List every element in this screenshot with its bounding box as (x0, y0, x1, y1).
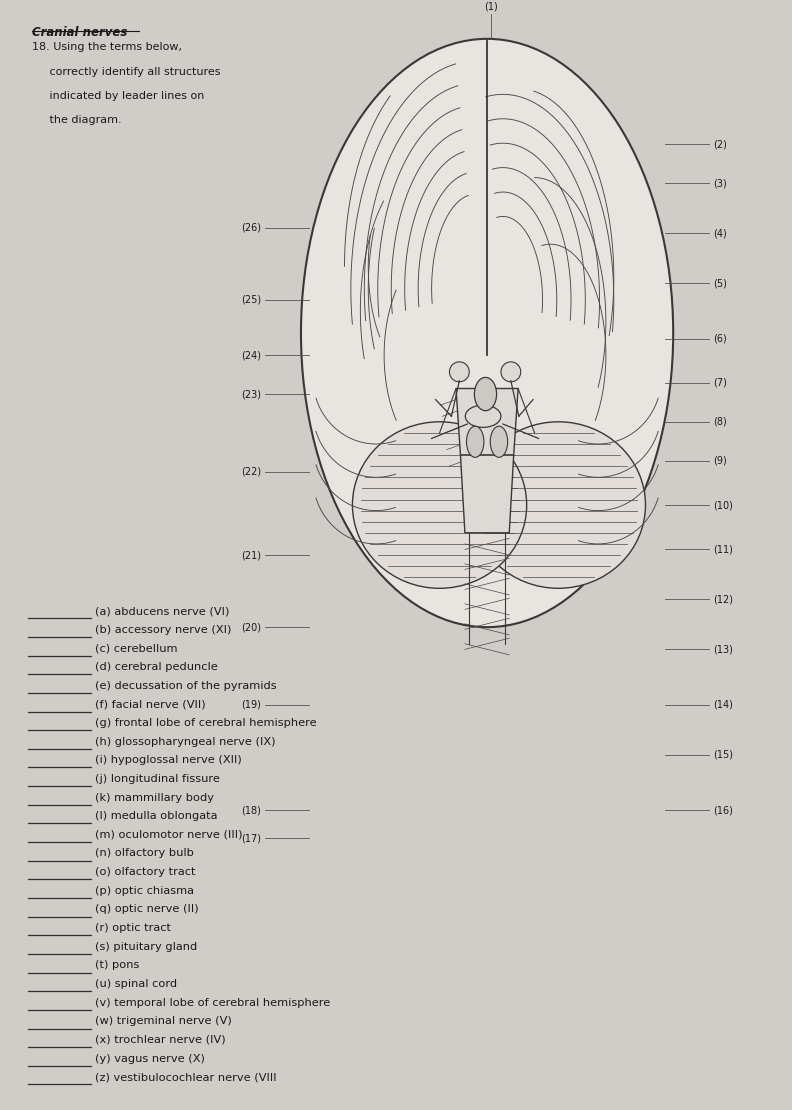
Ellipse shape (474, 377, 497, 411)
Text: (14): (14) (713, 699, 733, 710)
Text: (v) temporal lobe of cerebral hemisphere: (v) temporal lobe of cerebral hemisphere (95, 998, 330, 1008)
Polygon shape (460, 455, 514, 533)
Text: (4): (4) (713, 228, 726, 239)
Text: (m) oculomotor nerve (III): (m) oculomotor nerve (III) (95, 830, 242, 840)
Text: (w) trigeminal nerve (V): (w) trigeminal nerve (V) (95, 1017, 232, 1027)
Text: (26): (26) (242, 222, 261, 233)
Text: (a) abducens nerve (VI): (a) abducens nerve (VI) (95, 606, 230, 616)
Text: (n) olfactory bulb: (n) olfactory bulb (95, 848, 194, 858)
Text: (q) optic nerve (II): (q) optic nerve (II) (95, 905, 199, 915)
Ellipse shape (471, 422, 645, 588)
Text: (e) decussation of the pyramids: (e) decussation of the pyramids (95, 680, 276, 690)
Ellipse shape (501, 362, 521, 382)
Text: (y) vagus nerve (X): (y) vagus nerve (X) (95, 1053, 205, 1063)
Text: (22): (22) (242, 466, 261, 477)
Text: (z) vestibulocochlear nerve (VIII: (z) vestibulocochlear nerve (VIII (95, 1072, 276, 1082)
Ellipse shape (301, 39, 673, 627)
Text: (5): (5) (713, 278, 727, 289)
Text: (13): (13) (713, 644, 733, 655)
Text: 18. Using the terms below,: 18. Using the terms below, (32, 42, 181, 52)
Text: (r) optic tract: (r) optic tract (95, 924, 171, 934)
Text: (18): (18) (242, 805, 261, 816)
Text: the diagram.: the diagram. (32, 115, 121, 125)
Text: (19): (19) (242, 699, 261, 710)
Text: (t) pons: (t) pons (95, 960, 139, 970)
Text: (10): (10) (713, 500, 733, 511)
Polygon shape (456, 388, 518, 455)
Text: (17): (17) (242, 832, 261, 844)
Text: (24): (24) (242, 350, 261, 361)
Text: (15): (15) (713, 749, 733, 760)
Text: (u) spinal cord: (u) spinal cord (95, 979, 177, 989)
Ellipse shape (352, 422, 527, 588)
Text: (x) trochlear nerve (IV): (x) trochlear nerve (IV) (95, 1035, 226, 1045)
Text: (c) cerebellum: (c) cerebellum (95, 644, 177, 654)
Text: correctly identify all structures: correctly identify all structures (32, 67, 220, 77)
Text: (l) medulla oblongata: (l) medulla oblongata (95, 811, 218, 821)
Text: (f) facial nerve (VII): (f) facial nerve (VII) (95, 699, 206, 709)
Text: (3): (3) (713, 178, 726, 189)
Text: indicated by leader lines on: indicated by leader lines on (32, 91, 204, 101)
Text: (16): (16) (713, 805, 733, 816)
Text: (g) frontal lobe of cerebral hemisphere: (g) frontal lobe of cerebral hemisphere (95, 718, 317, 728)
Text: (1): (1) (484, 1, 498, 11)
Text: (2): (2) (713, 139, 727, 150)
Ellipse shape (466, 405, 501, 427)
Text: (23): (23) (242, 388, 261, 400)
Text: (s) pituitary gland: (s) pituitary gland (95, 941, 197, 951)
Text: (i) hypoglossal nerve (XII): (i) hypoglossal nerve (XII) (95, 755, 242, 765)
Text: (20): (20) (242, 622, 261, 633)
Text: (k) mammillary body: (k) mammillary body (95, 793, 214, 803)
Text: (12): (12) (713, 594, 733, 605)
Text: (25): (25) (242, 294, 261, 305)
Text: (21): (21) (242, 549, 261, 561)
Text: (8): (8) (713, 416, 726, 427)
Ellipse shape (490, 426, 508, 457)
Ellipse shape (466, 426, 484, 457)
Text: (h) glossopharyngeal nerve (IX): (h) glossopharyngeal nerve (IX) (95, 737, 276, 747)
Text: (b) accessory nerve (XI): (b) accessory nerve (XI) (95, 625, 231, 635)
Text: (11): (11) (713, 544, 733, 555)
Text: (7): (7) (713, 377, 727, 388)
Text: (p) optic chiasma: (p) optic chiasma (95, 886, 194, 896)
Text: (o) olfactory tract: (o) olfactory tract (95, 867, 196, 877)
Text: (6): (6) (713, 333, 726, 344)
Text: (j) longitudinal fissure: (j) longitudinal fissure (95, 774, 220, 784)
Text: (d) cerebral peduncle: (d) cerebral peduncle (95, 662, 218, 672)
Text: (9): (9) (713, 455, 726, 466)
Ellipse shape (450, 362, 469, 382)
Text: Cranial nerves: Cranial nerves (32, 26, 127, 39)
